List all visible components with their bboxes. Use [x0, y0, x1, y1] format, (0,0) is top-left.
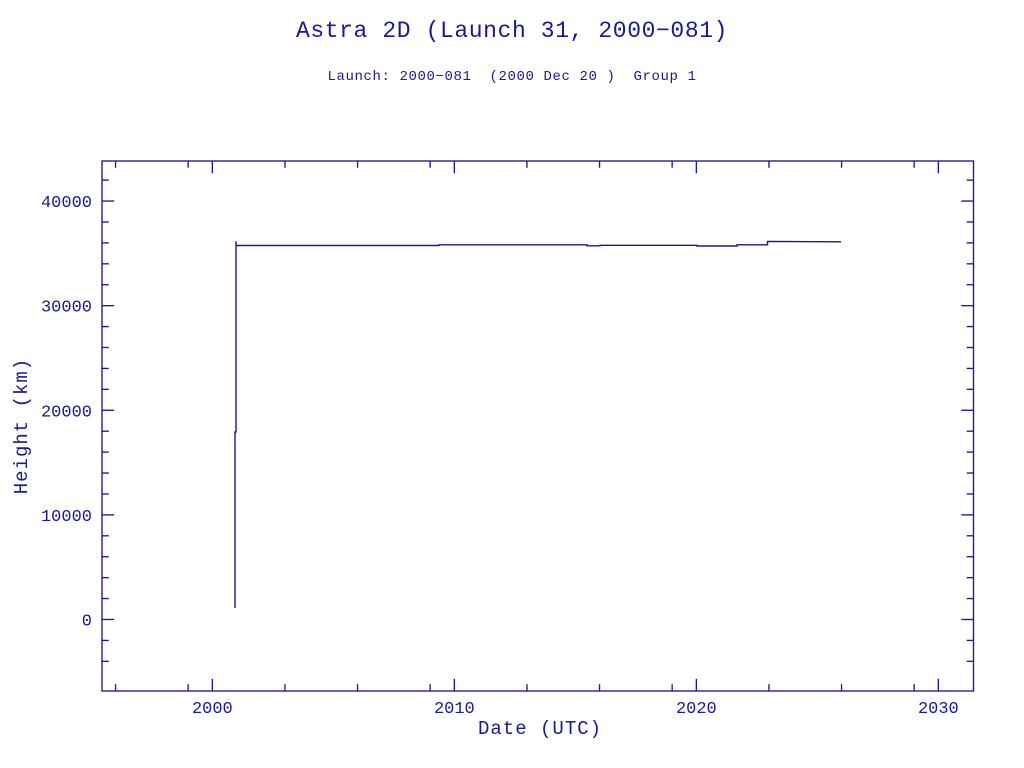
- svg-text:2020: 2020: [676, 700, 717, 719]
- svg-text:2000: 2000: [192, 700, 233, 719]
- svg-text:40000: 40000: [41, 194, 92, 213]
- svg-text:20000: 20000: [41, 403, 92, 422]
- svg-text:2030: 2030: [918, 700, 959, 719]
- svg-text:2010: 2010: [434, 700, 475, 719]
- svg-text:0: 0: [82, 612, 92, 631]
- svg-text:30000: 30000: [41, 299, 92, 318]
- svg-text:10000: 10000: [41, 508, 92, 527]
